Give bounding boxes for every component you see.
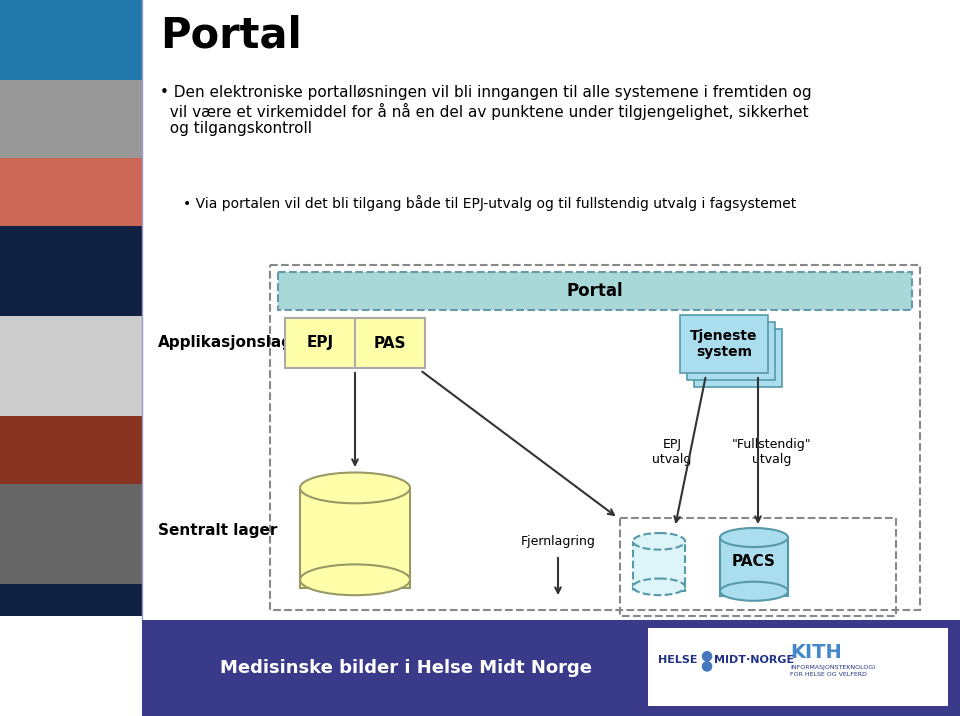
Text: vil være et virkemiddel for å nå en del av punktene under tilgjengelighet, sikke: vil være et virkemiddel for å nå en del …: [160, 103, 808, 120]
Bar: [687, 322, 775, 380]
Bar: [680, 315, 768, 373]
Ellipse shape: [300, 564, 410, 595]
Bar: [0, 80, 142, 158]
Bar: [648, 628, 948, 706]
Text: Fjernlagring: Fjernlagring: [520, 535, 595, 548]
Text: ●: ●: [700, 658, 712, 672]
Bar: [270, 265, 920, 610]
Ellipse shape: [300, 473, 410, 503]
Text: Medisinske bilder i Helse Midt Norge: Medisinske bilder i Helse Midt Norge: [220, 659, 592, 677]
Text: og tilgangskontroll: og tilgangskontroll: [160, 121, 312, 136]
Text: EPJ
utvalg: EPJ utvalg: [652, 438, 692, 466]
Ellipse shape: [720, 581, 788, 601]
Bar: [142, 620, 960, 716]
Text: MIDT·NORGE: MIDT·NORGE: [714, 655, 794, 665]
Bar: [633, 541, 685, 591]
Bar: [720, 538, 788, 596]
Text: • Den elektroniske portalløsningen vil bli inngangen til alle systemene i fremti: • Den elektroniske portalløsningen vil b…: [160, 85, 811, 100]
Text: Sentralt lager: Sentralt lager: [158, 523, 277, 538]
Text: Tjeneste
system: Tjeneste system: [690, 329, 757, 359]
Text: HELSE: HELSE: [658, 655, 698, 665]
Text: PAS: PAS: [373, 336, 406, 351]
Bar: [694, 329, 782, 387]
Text: Applikasjonslag: Applikasjonslag: [158, 336, 293, 351]
Text: FOR HELSE OG VELFERD: FOR HELSE OG VELFERD: [790, 672, 867, 677]
Text: Portal: Portal: [160, 15, 301, 57]
Bar: [0, 226, 142, 316]
Bar: [633, 541, 685, 542]
Bar: [278, 272, 912, 310]
Text: INFORMASJONSTEKNOLOGI: INFORMASJONSTEKNOLOGI: [790, 664, 876, 669]
Bar: [0, 316, 142, 416]
Text: PACS: PACS: [732, 554, 776, 569]
Ellipse shape: [633, 533, 685, 550]
Bar: [620, 518, 896, 616]
Text: ●: ●: [700, 648, 712, 662]
Bar: [0, 416, 142, 484]
Ellipse shape: [720, 528, 788, 547]
Bar: [355, 318, 425, 368]
Ellipse shape: [633, 579, 685, 595]
Bar: [0, 0, 142, 80]
Bar: [0, 584, 142, 616]
Text: Portal: Portal: [566, 282, 623, 300]
Bar: [720, 537, 788, 538]
Bar: [300, 488, 410, 489]
Text: "Fullstendig"
utvalg: "Fullstendig" utvalg: [732, 438, 812, 466]
Bar: [0, 484, 142, 584]
Bar: [300, 488, 410, 588]
Bar: [0, 158, 142, 226]
Bar: [285, 318, 355, 368]
Text: KITH: KITH: [790, 642, 842, 662]
Text: • Via portalen vil det bli tilgang både til EPJ-utvalg og til fullstendig utvalg: • Via portalen vil det bli tilgang både …: [183, 195, 796, 211]
Text: EPJ: EPJ: [306, 336, 333, 351]
